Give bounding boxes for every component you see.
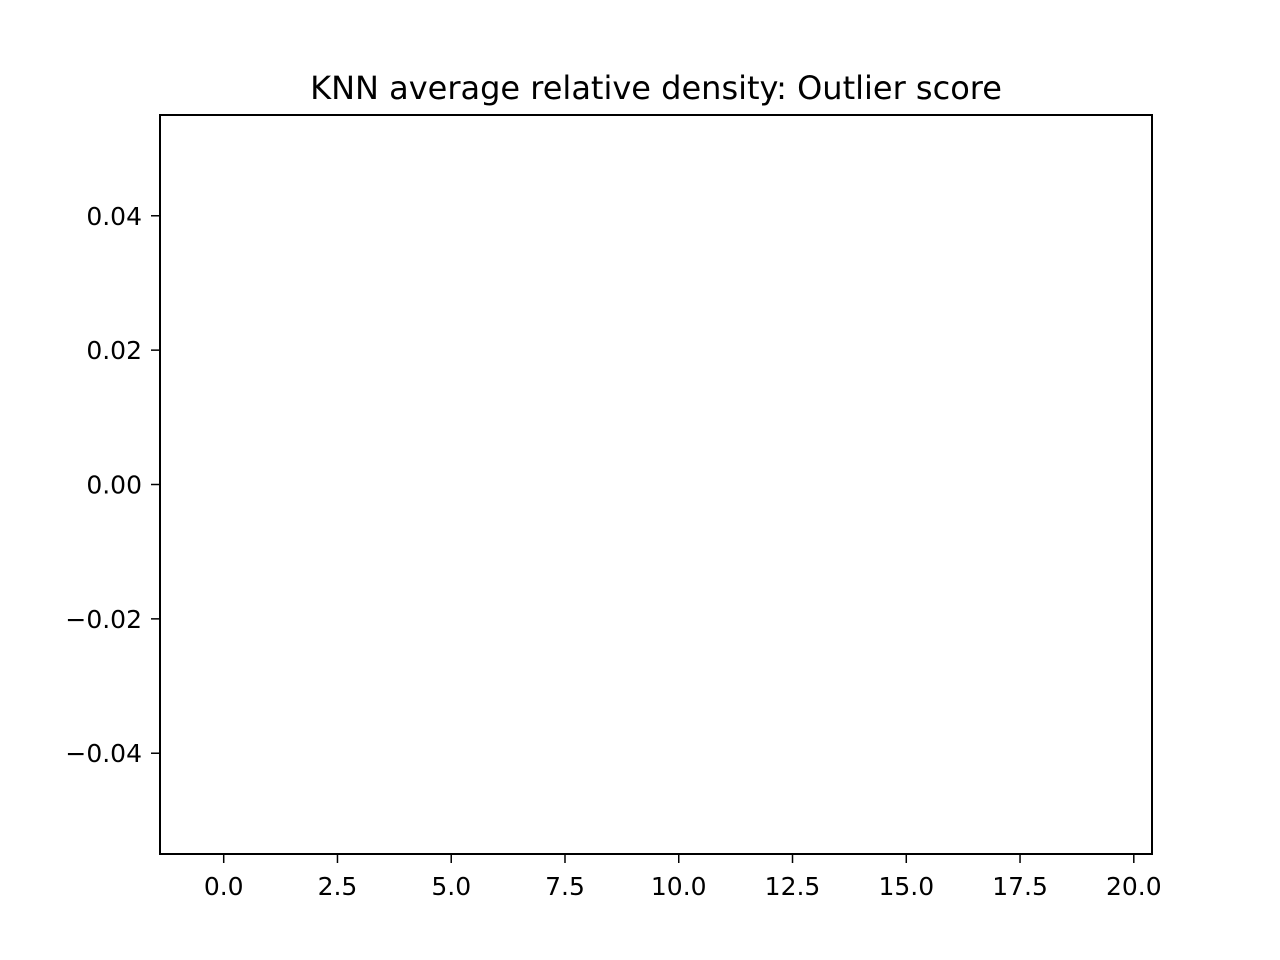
x-tick-label: 17.5 [992,872,1048,901]
x-tick-label: 15.0 [878,872,934,901]
x-tick-label: 2.5 [318,872,358,901]
y-tick-label: 0.04 [86,202,142,231]
y-tick-label: 0.00 [86,471,142,500]
y-axis: 0.04 0.02 0.00 −0.02 −0.04 [65,202,160,768]
y-tick-label: −0.04 [65,739,142,768]
plot-area [159,114,1153,855]
x-tick-label: 7.5 [545,872,585,901]
x-axis: 0.0 2.5 5.0 7.5 10.0 12.5 15.0 17.5 20.0 [204,854,1162,901]
x-tick-label: 0.0 [204,872,244,901]
x-tick-label: 5.0 [431,872,471,901]
x-tick-label: 10.0 [651,872,707,901]
x-tick-label: 12.5 [765,872,821,901]
y-tick-label: 0.02 [86,336,142,365]
x-tick-label: 20.0 [1106,872,1162,901]
y-tick-label: −0.02 [65,605,142,634]
chart-title: KNN average relative density: Outlier sc… [310,69,1002,107]
